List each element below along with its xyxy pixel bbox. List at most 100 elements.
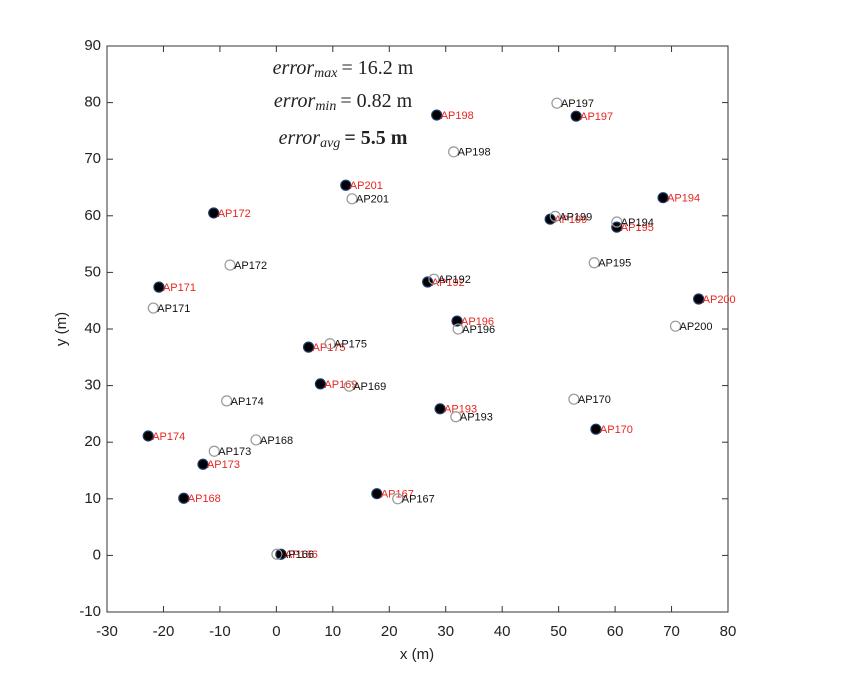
- y-tick-label: 60: [84, 207, 101, 224]
- ap-point: [221, 395, 233, 407]
- x-tick-label: -30: [96, 623, 118, 640]
- ap-point: [343, 380, 355, 392]
- x-tick-label: 70: [663, 623, 680, 640]
- ap-label: AP198: [458, 147, 491, 159]
- ap-label: AP195: [598, 258, 631, 270]
- ap-point: [428, 273, 440, 285]
- y-tick-label: 70: [84, 150, 101, 167]
- x-tick-label: 40: [494, 623, 511, 640]
- ap-label: AP201: [356, 194, 389, 206]
- ap-label: AP171: [163, 282, 196, 294]
- ap-label: AP195: [621, 222, 654, 234]
- ap-label: AP196: [461, 316, 494, 328]
- ap-label: AP196: [462, 324, 495, 336]
- y-tick-label: 90: [84, 37, 101, 54]
- x-tick-label: 20: [381, 623, 398, 640]
- y-tick-label: -10: [79, 603, 101, 620]
- ap-label: AP194: [621, 217, 654, 229]
- x-tick-label: 0: [272, 623, 280, 640]
- error-name: error: [274, 90, 316, 112]
- ap-label: AP173: [218, 446, 251, 458]
- ap-point: [314, 378, 326, 390]
- ap-label: AP167: [402, 494, 435, 506]
- ap-label: AP198: [441, 110, 474, 122]
- ap-point: [431, 109, 443, 121]
- ap-label: AP194: [667, 193, 700, 205]
- error-annotation: erroravg = 5.5 m: [279, 127, 408, 152]
- x-tick-label: -10: [209, 623, 231, 640]
- ap-label: AP168: [260, 435, 293, 447]
- error-annotation: errormin = 0.82 m: [274, 90, 413, 115]
- y-tick-label: 50: [84, 263, 101, 280]
- ap-point: [448, 146, 460, 158]
- ap-point: [551, 97, 563, 109]
- y-tick-label: 80: [84, 94, 101, 111]
- error-sub: min: [315, 99, 336, 114]
- ap-label: AP172: [234, 260, 267, 272]
- ap-point: [302, 341, 315, 353]
- ap-point: [657, 192, 669, 204]
- ap-point: [178, 492, 190, 504]
- ap-label: AP192: [432, 277, 465, 289]
- ap-point: [611, 216, 623, 228]
- ap-point: [340, 179, 352, 191]
- y-tick-label: 20: [84, 433, 101, 450]
- ap-point: [422, 276, 434, 288]
- ap-label: AP169: [324, 379, 357, 391]
- ap-label: AP199: [559, 211, 592, 223]
- ap-point: [271, 548, 283, 560]
- y-tick-label: 30: [84, 377, 101, 394]
- ap-label: AP166: [285, 549, 318, 561]
- ap-point: [153, 281, 165, 293]
- ap-label: AP175: [334, 339, 367, 351]
- ap-label: AP168: [188, 493, 221, 505]
- ap-label: AP169: [353, 381, 386, 393]
- ap-label: AP170: [600, 424, 633, 436]
- ap-label: AP175: [313, 342, 346, 354]
- error-sub: max: [314, 66, 338, 81]
- ap-label: AP170: [578, 394, 611, 406]
- ap-label: AP167: [381, 489, 414, 501]
- x-tick-label: 60: [607, 623, 624, 640]
- ap-point: [568, 393, 580, 405]
- error-value: = 0.82 m: [340, 90, 412, 112]
- ap-point: [669, 320, 682, 332]
- ap-label: AP200: [703, 294, 736, 306]
- y-tick-label: 10: [84, 490, 101, 507]
- ap-label: AP173: [207, 459, 240, 471]
- ap-point: [197, 458, 209, 470]
- ap-label: AP171: [157, 303, 190, 315]
- ap-point: [570, 110, 582, 122]
- x-tick-label: 30: [437, 623, 454, 640]
- ap-label: AP192: [438, 274, 471, 286]
- x-tick-label: -20: [153, 623, 175, 640]
- ap-point: [208, 445, 220, 457]
- error-name: error: [279, 127, 321, 149]
- error-value: = 5.5 m: [344, 127, 407, 149]
- ap-label: AP174: [152, 431, 185, 443]
- error-value: = 16.2 m: [341, 57, 413, 79]
- x-tick-label: 80: [720, 623, 737, 640]
- plot-frame: [106, 45, 729, 613]
- error-name: error: [273, 57, 315, 79]
- ap-point: [434, 403, 446, 415]
- error-annotation: errormax = 16.2 m: [273, 57, 414, 82]
- x-axis-label: x (m): [400, 646, 434, 663]
- ap-label: AP199: [554, 214, 587, 226]
- x-tick-label: 50: [550, 623, 567, 640]
- error-sub: avg: [320, 136, 340, 151]
- ap-label: AP201: [350, 180, 383, 192]
- ap-label: AP197: [561, 98, 594, 110]
- ap-point: [142, 430, 154, 442]
- ap-point: [324, 338, 336, 350]
- y-axis-label: y (m): [53, 312, 70, 346]
- ap-point: [371, 488, 383, 500]
- y-tick-label: 40: [84, 320, 101, 337]
- ap-label: AP172: [218, 208, 251, 220]
- ap-point: [275, 548, 287, 560]
- ap-point: [590, 423, 602, 435]
- ap-point: [346, 193, 358, 205]
- ap-point: [549, 210, 561, 222]
- ap-point: [588, 257, 600, 269]
